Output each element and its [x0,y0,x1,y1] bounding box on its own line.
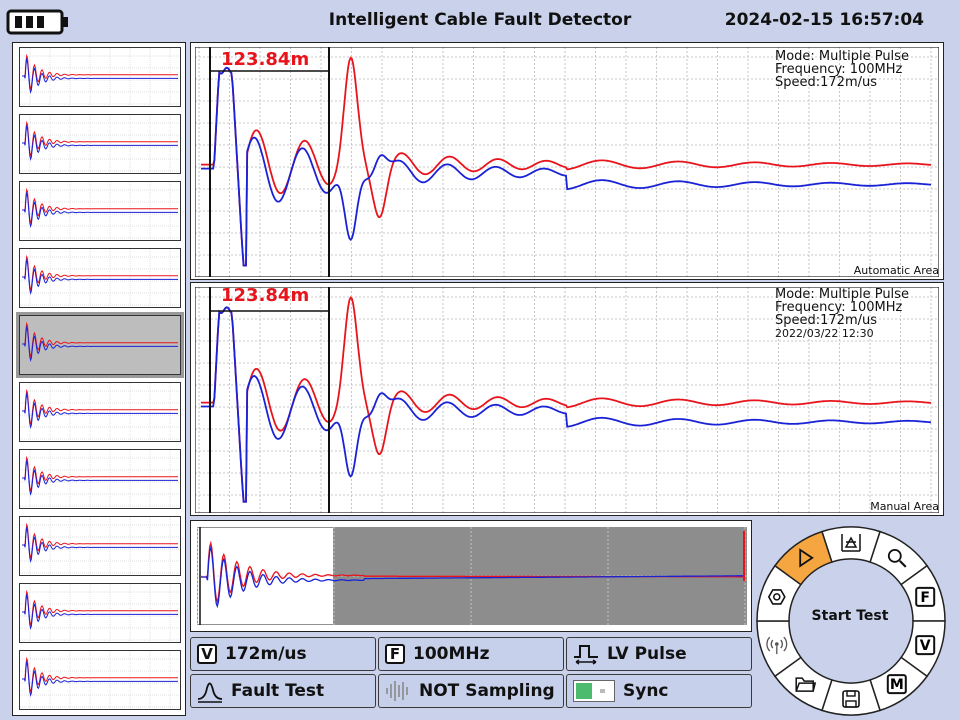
frequency-text: Frequency: 100MHz [775,300,903,315]
speed-value: 172m/us [225,644,307,664]
sampling-icon [386,681,408,701]
frequency-value: 100MHz [413,644,490,664]
speed-text: Speed:172m/us [775,75,878,90]
sync-label: Sync [623,681,669,701]
wireless-icon[interactable] [766,636,788,655]
waveform-thumbnail[interactable] [19,47,181,107]
manual-area-panel[interactable]: 123.84m Mode: Multiple Pulse Frequency: … [190,282,944,516]
frequency-text: Frequency: 100MHz [775,62,903,77]
fault-wave-icon [197,682,223,703]
settings-icon[interactable] [767,589,786,605]
waveform-thumbnail[interactable] [19,382,181,442]
speed-icon[interactable]: V [915,635,936,656]
fault-distance-readout: 123.84m [221,49,310,70]
frequency-button[interactable]: F 100MHz [378,637,564,671]
waveform-history-list [12,42,186,716]
fault-test-label: Fault Test [231,681,325,701]
waveform-thumbnail[interactable] [19,516,181,576]
waveform-thumbnail[interactable] [19,449,181,509]
blue-trace [201,306,932,503]
overview-plot [197,527,747,625]
cursor-level-icon[interactable] [841,534,861,552]
app-title: Intelligent Cable Fault Detector [328,10,632,30]
play-icon[interactable] [799,548,814,568]
frequency-key-icon: F [385,644,405,664]
waveform-thumbnail[interactable] [19,315,181,375]
red-trace [201,56,932,267]
speed-button[interactable]: V 172m/us [190,637,376,671]
frequency-icon[interactable]: F [915,586,936,607]
start-test-label[interactable]: Start Test [811,608,889,624]
folder-icon[interactable] [795,677,817,692]
sampling-status: NOT Sampling [419,681,555,701]
speed-text: Speed:172m/us [775,313,878,328]
test-info: Mode: Multiple Pulse Frequency: 100MHz S… [775,50,909,89]
svg-text:F: F [920,590,930,606]
waveform-overview[interactable] [190,520,752,632]
sync-toggle[interactable] [573,680,615,702]
waveform-thumbnail[interactable] [19,248,181,308]
search-icon[interactable] [887,549,907,568]
red-trace [201,296,932,503]
waveform-thumbnail[interactable] [19,181,181,241]
pulse-icon [574,645,598,665]
pulse-type-button[interactable]: LV Pulse [566,637,752,671]
test-info: Mode: Multiple Pulse Frequency: 100MHz S… [775,288,909,340]
automatic-waveform-plot [195,47,939,277]
sampling-button[interactable]: NOT Sampling [378,674,564,708]
fault-test-button[interactable]: Fault Test [190,674,376,708]
waveform-thumbnail[interactable] [19,114,181,174]
automatic-area-panel[interactable]: 123.84m Mode: Multiple Pulse Frequency: … [190,42,944,280]
battery-icon [6,9,68,35]
manual-waveform-plot [195,287,939,513]
svg-text:M: M [890,677,904,693]
pulse-type-label: LV Pulse [607,644,687,664]
save-icon[interactable] [842,690,860,708]
waveform-thumbnail[interactable] [19,650,181,710]
waveform-thumbnail[interactable] [19,583,181,643]
menu-icon[interactable]: M [886,674,907,695]
mode-text: Mode: Multiple Pulse [775,49,909,64]
speed-key-icon: V [197,644,217,664]
sync-button[interactable]: Sync [566,674,752,708]
fault-distance-readout: 123.84m [221,285,310,306]
control-dial[interactable]: F V M [754,524,948,718]
area-label: Automatic Area [853,264,939,277]
blue-trace [201,66,932,267]
record-date: 2022/03/22 12:30 [775,327,874,340]
datetime: 2024-02-15 16:57:04 [724,10,924,30]
play-icon-segment [773,530,833,586]
mode-text: Mode: Multiple Pulse [775,287,909,302]
svg-text:V: V [920,638,931,654]
area-label: Manual Area [870,500,939,513]
